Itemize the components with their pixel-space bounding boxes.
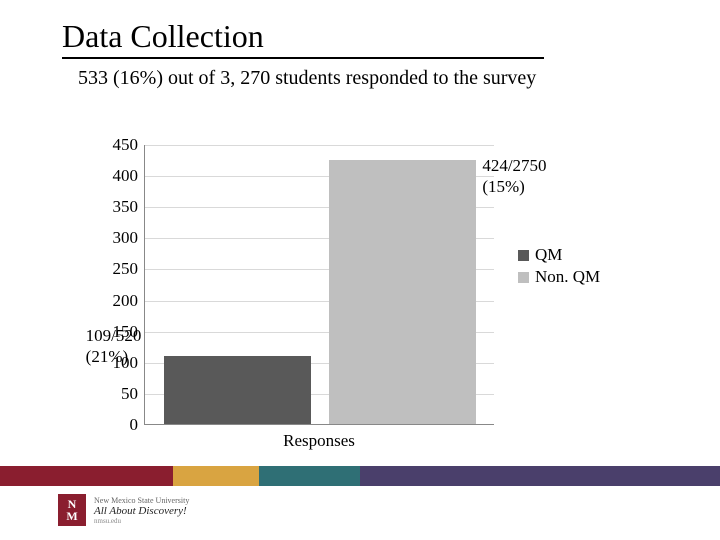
chart: 050100150200250300350400450 109/520(21%)… (98, 145, 638, 445)
y-tick-label: 50 (121, 384, 138, 404)
footer-bar (259, 466, 360, 486)
x-axis-label: Responses (144, 431, 494, 451)
footer-accent-bars (0, 466, 720, 486)
logo-university: New Mexico State University (94, 496, 189, 505)
y-tick-label: 0 (130, 415, 139, 435)
logo: N M New Mexico State University All Abou… (58, 494, 189, 526)
plot-area: 109/520(21%)424/2750(15%) (144, 145, 494, 425)
legend-label: Non. QM (535, 267, 600, 287)
logo-text: New Mexico State University All About Di… (94, 496, 189, 525)
legend-item: QM (518, 245, 600, 265)
y-tick-label: 400 (113, 166, 139, 186)
footer-bar (360, 466, 720, 486)
legend-swatch-icon (518, 250, 529, 261)
legend: QMNon. QM (518, 245, 600, 289)
nm-badge-icon: N M (58, 494, 86, 526)
footer-bar (0, 466, 173, 486)
y-tick-label: 450 (113, 135, 139, 155)
subtitle: 533 (16%) out of 3, 270 students respond… (0, 59, 720, 90)
bar (164, 356, 311, 424)
y-tick-label: 200 (113, 291, 139, 311)
y-tick-label: 350 (113, 197, 139, 217)
footer-bar (173, 466, 259, 486)
bar (329, 160, 476, 424)
bar-label: 109/520(21%) (86, 325, 142, 368)
legend-swatch-icon (518, 272, 529, 283)
slide: Data Collection 533 (16%) out of 3, 270 … (0, 0, 720, 540)
legend-label: QM (535, 245, 562, 265)
bar-label: 424/2750(15%) (482, 155, 546, 198)
badge-letter-bottom: M (66, 510, 77, 522)
title-wrap: Data Collection (0, 0, 720, 59)
y-axis: 050100150200250300350400450 (98, 145, 144, 425)
grid-line (145, 145, 494, 146)
y-tick-label: 300 (113, 228, 139, 248)
legend-item: Non. QM (518, 267, 600, 287)
y-tick-label: 250 (113, 259, 139, 279)
page-title: Data Collection (62, 18, 544, 59)
logo-tagline: All About Discovery! (94, 505, 189, 517)
logo-url: nmsu.edu (94, 517, 189, 525)
